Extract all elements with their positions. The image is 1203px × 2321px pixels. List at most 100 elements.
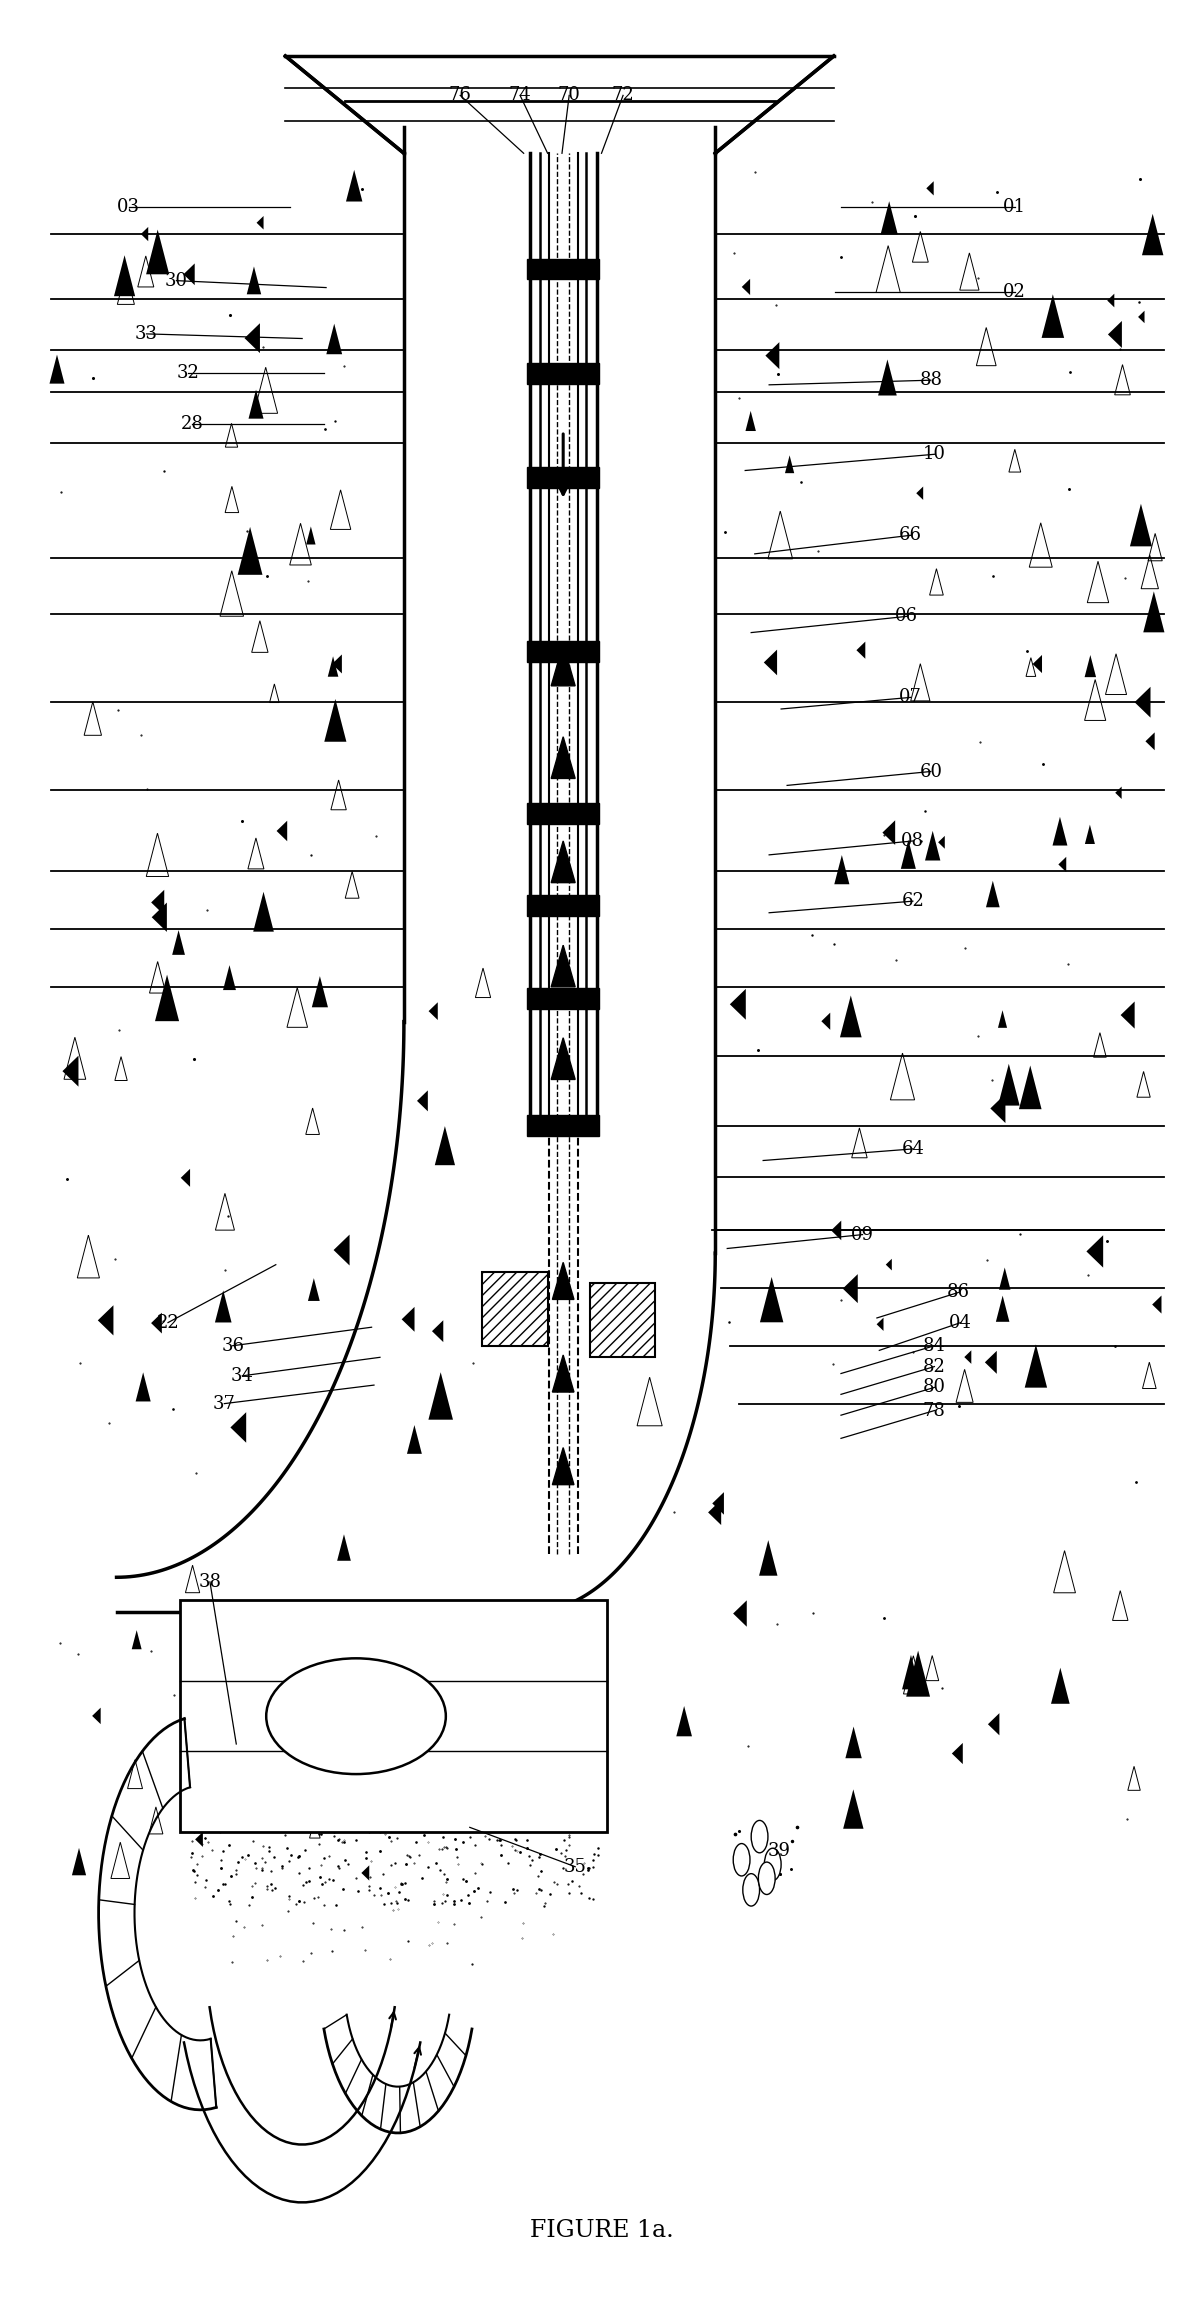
Text: 88: 88 xyxy=(919,371,942,390)
Polygon shape xyxy=(195,1831,203,1848)
Text: 30: 30 xyxy=(165,272,188,290)
Text: 33: 33 xyxy=(135,325,158,344)
Bar xyxy=(589,1284,656,1358)
Polygon shape xyxy=(244,323,260,353)
Polygon shape xyxy=(901,840,915,868)
Polygon shape xyxy=(990,1093,1006,1123)
Polygon shape xyxy=(333,1235,350,1265)
Polygon shape xyxy=(201,1785,218,1815)
Polygon shape xyxy=(180,1170,190,1186)
Polygon shape xyxy=(72,1848,87,1875)
Text: 07: 07 xyxy=(899,689,921,706)
Polygon shape xyxy=(132,1629,142,1650)
Polygon shape xyxy=(881,202,897,234)
Polygon shape xyxy=(1051,1669,1069,1704)
Polygon shape xyxy=(676,1706,692,1736)
Text: 03: 03 xyxy=(117,197,140,216)
Polygon shape xyxy=(822,1012,830,1031)
Polygon shape xyxy=(346,169,362,202)
Text: 08: 08 xyxy=(901,831,924,849)
Polygon shape xyxy=(63,1056,78,1086)
Polygon shape xyxy=(326,323,342,355)
Polygon shape xyxy=(337,1534,351,1560)
Text: 22: 22 xyxy=(156,1314,179,1332)
Text: 37: 37 xyxy=(213,1395,236,1413)
Circle shape xyxy=(764,1848,781,1880)
Polygon shape xyxy=(136,1372,150,1402)
Polygon shape xyxy=(152,903,167,933)
Circle shape xyxy=(733,1843,749,1875)
Polygon shape xyxy=(49,355,65,383)
Polygon shape xyxy=(1145,733,1155,750)
Polygon shape xyxy=(759,1541,777,1576)
Bar xyxy=(527,258,599,279)
Polygon shape xyxy=(1134,687,1150,717)
Polygon shape xyxy=(1142,214,1163,255)
Polygon shape xyxy=(878,360,896,395)
Polygon shape xyxy=(93,1708,101,1725)
Polygon shape xyxy=(332,655,342,673)
Polygon shape xyxy=(906,1650,930,1697)
Text: 36: 36 xyxy=(221,1337,244,1355)
Polygon shape xyxy=(327,657,338,678)
Polygon shape xyxy=(840,996,861,1037)
Polygon shape xyxy=(312,977,328,1007)
Text: 64: 64 xyxy=(901,1140,924,1158)
Text: 39: 39 xyxy=(768,1841,790,1859)
Bar xyxy=(180,1601,608,1831)
Polygon shape xyxy=(917,487,923,499)
Text: 01: 01 xyxy=(1003,197,1026,216)
Polygon shape xyxy=(1019,1065,1042,1109)
Text: 10: 10 xyxy=(923,446,946,464)
Polygon shape xyxy=(986,880,1000,908)
Text: 32: 32 xyxy=(177,364,200,383)
Polygon shape xyxy=(1152,1295,1161,1314)
Polygon shape xyxy=(1108,320,1122,348)
Text: 76: 76 xyxy=(449,86,472,104)
Polygon shape xyxy=(552,1263,574,1300)
Text: 78: 78 xyxy=(923,1402,946,1420)
Polygon shape xyxy=(1085,655,1096,678)
Polygon shape xyxy=(1032,655,1042,673)
Polygon shape xyxy=(552,1355,574,1393)
Polygon shape xyxy=(141,227,148,241)
Polygon shape xyxy=(407,1425,422,1453)
Polygon shape xyxy=(938,836,944,849)
Polygon shape xyxy=(1115,787,1121,798)
Polygon shape xyxy=(786,455,794,473)
Polygon shape xyxy=(399,1669,413,1694)
Text: 35: 35 xyxy=(564,1857,587,1875)
Bar xyxy=(527,989,599,1010)
Polygon shape xyxy=(835,854,849,884)
Text: 06: 06 xyxy=(895,608,918,624)
Polygon shape xyxy=(998,1010,1007,1028)
Polygon shape xyxy=(146,230,170,274)
Polygon shape xyxy=(428,1003,438,1019)
Polygon shape xyxy=(152,889,165,914)
Polygon shape xyxy=(402,1307,415,1332)
Polygon shape xyxy=(155,975,179,1021)
Polygon shape xyxy=(1059,856,1066,873)
Polygon shape xyxy=(742,279,751,295)
Text: 86: 86 xyxy=(947,1284,970,1302)
Polygon shape xyxy=(551,736,575,778)
Text: 80: 80 xyxy=(923,1379,946,1397)
Polygon shape xyxy=(831,1221,841,1239)
Text: 34: 34 xyxy=(231,1367,254,1386)
Bar xyxy=(527,1116,599,1137)
Polygon shape xyxy=(1107,295,1114,306)
Polygon shape xyxy=(307,527,315,545)
Polygon shape xyxy=(846,1727,861,1759)
Text: 72: 72 xyxy=(611,86,634,104)
Polygon shape xyxy=(253,891,274,931)
Polygon shape xyxy=(1042,295,1065,339)
Polygon shape xyxy=(1085,824,1095,845)
Polygon shape xyxy=(843,1789,864,1829)
Ellipse shape xyxy=(266,1657,446,1773)
Polygon shape xyxy=(253,1632,277,1676)
Text: 28: 28 xyxy=(180,415,203,434)
Polygon shape xyxy=(1121,1000,1134,1028)
Polygon shape xyxy=(764,650,777,675)
Polygon shape xyxy=(996,1295,1009,1321)
Polygon shape xyxy=(883,819,895,845)
